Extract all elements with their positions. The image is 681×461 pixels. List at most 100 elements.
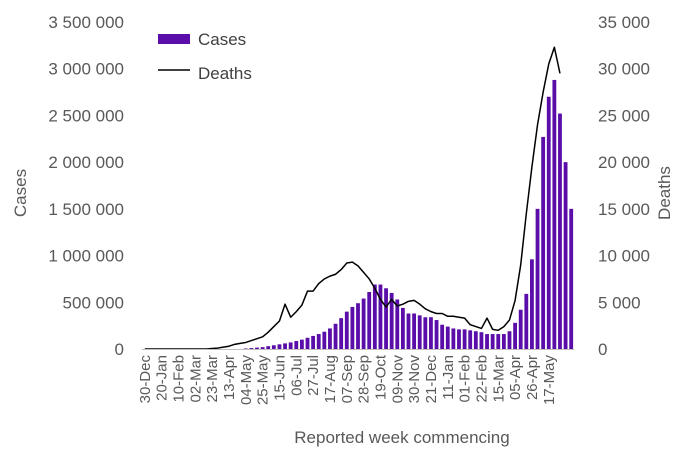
y-tick-label-left: 3 500 000	[48, 13, 124, 32]
y-tick-label-right: 15 000	[598, 200, 650, 219]
case-bar	[440, 324, 445, 349]
case-bar	[552, 79, 557, 349]
case-bar	[271, 345, 276, 349]
x-tick-label: 06-Jul	[288, 355, 305, 396]
case-bar	[305, 337, 310, 349]
x-axis-label: Reported week commencing	[294, 428, 509, 447]
y-tick-label-left: 1 000 000	[48, 247, 124, 266]
x-tick-label: 17-Aug	[322, 355, 339, 403]
x-tick-label: 07-Sep	[339, 355, 356, 403]
case-bar	[322, 331, 327, 349]
case-bar	[485, 334, 489, 349]
case-bar	[457, 329, 461, 349]
y-tick-label-left: 0	[115, 340, 124, 359]
case-bar	[423, 317, 428, 349]
case-bar	[569, 208, 574, 349]
case-bar	[333, 323, 338, 349]
case-bar	[406, 313, 411, 349]
y-tick-label-left: 1 500 000	[48, 200, 124, 219]
case-bar	[384, 288, 388, 349]
case-bar	[563, 162, 568, 349]
case-bar	[490, 334, 495, 349]
case-bar	[361, 298, 366, 349]
x-tick-label: 11-Jan	[440, 355, 457, 400]
y-tick-label-right: 25 000	[598, 106, 650, 125]
case-bar	[462, 329, 467, 349]
y-tick-label-right: 5 000	[598, 293, 641, 312]
x-tick-label: 10-Feb	[170, 355, 187, 403]
y-tick-label-left: 2 000 000	[48, 153, 124, 172]
y-tick-label-right: 30 000	[598, 60, 650, 79]
case-bar	[479, 332, 484, 349]
x-tick-label: 09-Nov	[389, 355, 406, 404]
case-bar	[367, 292, 372, 349]
case-bar	[451, 328, 456, 349]
x-tick-label: 05-Apr	[507, 355, 524, 400]
case-bar	[288, 342, 293, 349]
y-tick-label-left: 500 000	[63, 293, 124, 312]
case-bar	[266, 346, 271, 349]
case-bar	[417, 315, 422, 349]
case-bar	[356, 303, 360, 349]
x-tick-label: 23-Mar	[204, 355, 221, 403]
case-bar	[496, 334, 501, 349]
case-bar	[350, 306, 355, 349]
case-bar	[389, 292, 394, 349]
x-tick-label: 04-May	[238, 355, 255, 406]
case-bar	[249, 348, 254, 349]
x-tick-label: 30-Dec	[137, 355, 154, 404]
case-bar	[395, 299, 400, 349]
x-tick-label: 19-Oct	[372, 354, 389, 400]
case-bar	[372, 284, 377, 349]
y-tick-label-right: 35 000	[598, 13, 650, 32]
case-bar	[311, 335, 316, 349]
case-bar	[299, 339, 304, 349]
case-bar	[513, 322, 517, 349]
y-axis-label-cases: Cases	[11, 169, 30, 217]
x-tick-label: 02-Mar	[187, 355, 204, 403]
case-bar	[328, 328, 332, 349]
x-tick-label: 26-Apr	[524, 355, 541, 400]
case-bar	[260, 347, 265, 349]
legend: Cases Deaths	[158, 30, 252, 83]
x-tick-label: 21-Dec	[423, 355, 440, 404]
legend-label-deaths: Deaths	[198, 64, 252, 83]
x-tick-label: 22-Feb	[473, 355, 490, 403]
x-tick-label: 30-Nov	[406, 355, 423, 404]
case-bar	[541, 136, 546, 349]
y-tick-label-left: 2 500 000	[48, 106, 124, 125]
case-bar	[400, 307, 405, 349]
case-bar	[473, 331, 478, 349]
case-bar	[445, 326, 450, 349]
x-tick-label: 15-Mar	[490, 355, 507, 403]
case-bar	[277, 344, 282, 349]
x-tick-label: 28-Sep	[356, 355, 373, 403]
case-bar	[501, 334, 506, 349]
case-bar	[378, 284, 383, 349]
case-bar	[339, 318, 344, 349]
case-bar	[255, 347, 259, 349]
case-bar	[283, 343, 287, 349]
case-bar	[243, 348, 248, 350]
case-bar	[429, 317, 433, 349]
y-tick-label-right: 20 000	[598, 153, 650, 172]
y-tick-label-left: 3 000 000	[48, 60, 124, 79]
case-bar	[294, 341, 299, 349]
case-bar	[546, 96, 551, 349]
x-tick-label: 27-Jul	[305, 355, 322, 396]
case-bar	[316, 334, 321, 349]
case-bar	[507, 331, 512, 349]
cases-bars	[243, 79, 574, 350]
case-bar	[412, 313, 417, 349]
x-tick-label: 20-Jan	[154, 355, 171, 401]
case-bar	[530, 259, 534, 349]
deaths-line	[144, 46, 561, 350]
x-axis-ticks: 30-Dec 20-Jan 10-Feb 02-Mar 23-Mar 13-Apr 04-M…	[137, 354, 558, 405]
y-axis-label-deaths: Deaths	[655, 166, 674, 220]
case-bar	[524, 293, 529, 349]
y-tick-label-right: 10 000	[598, 247, 650, 266]
x-tick-label: 13-Apr	[221, 355, 238, 400]
x-tick-label: 15-Jun	[271, 355, 288, 401]
case-bar	[434, 320, 439, 349]
